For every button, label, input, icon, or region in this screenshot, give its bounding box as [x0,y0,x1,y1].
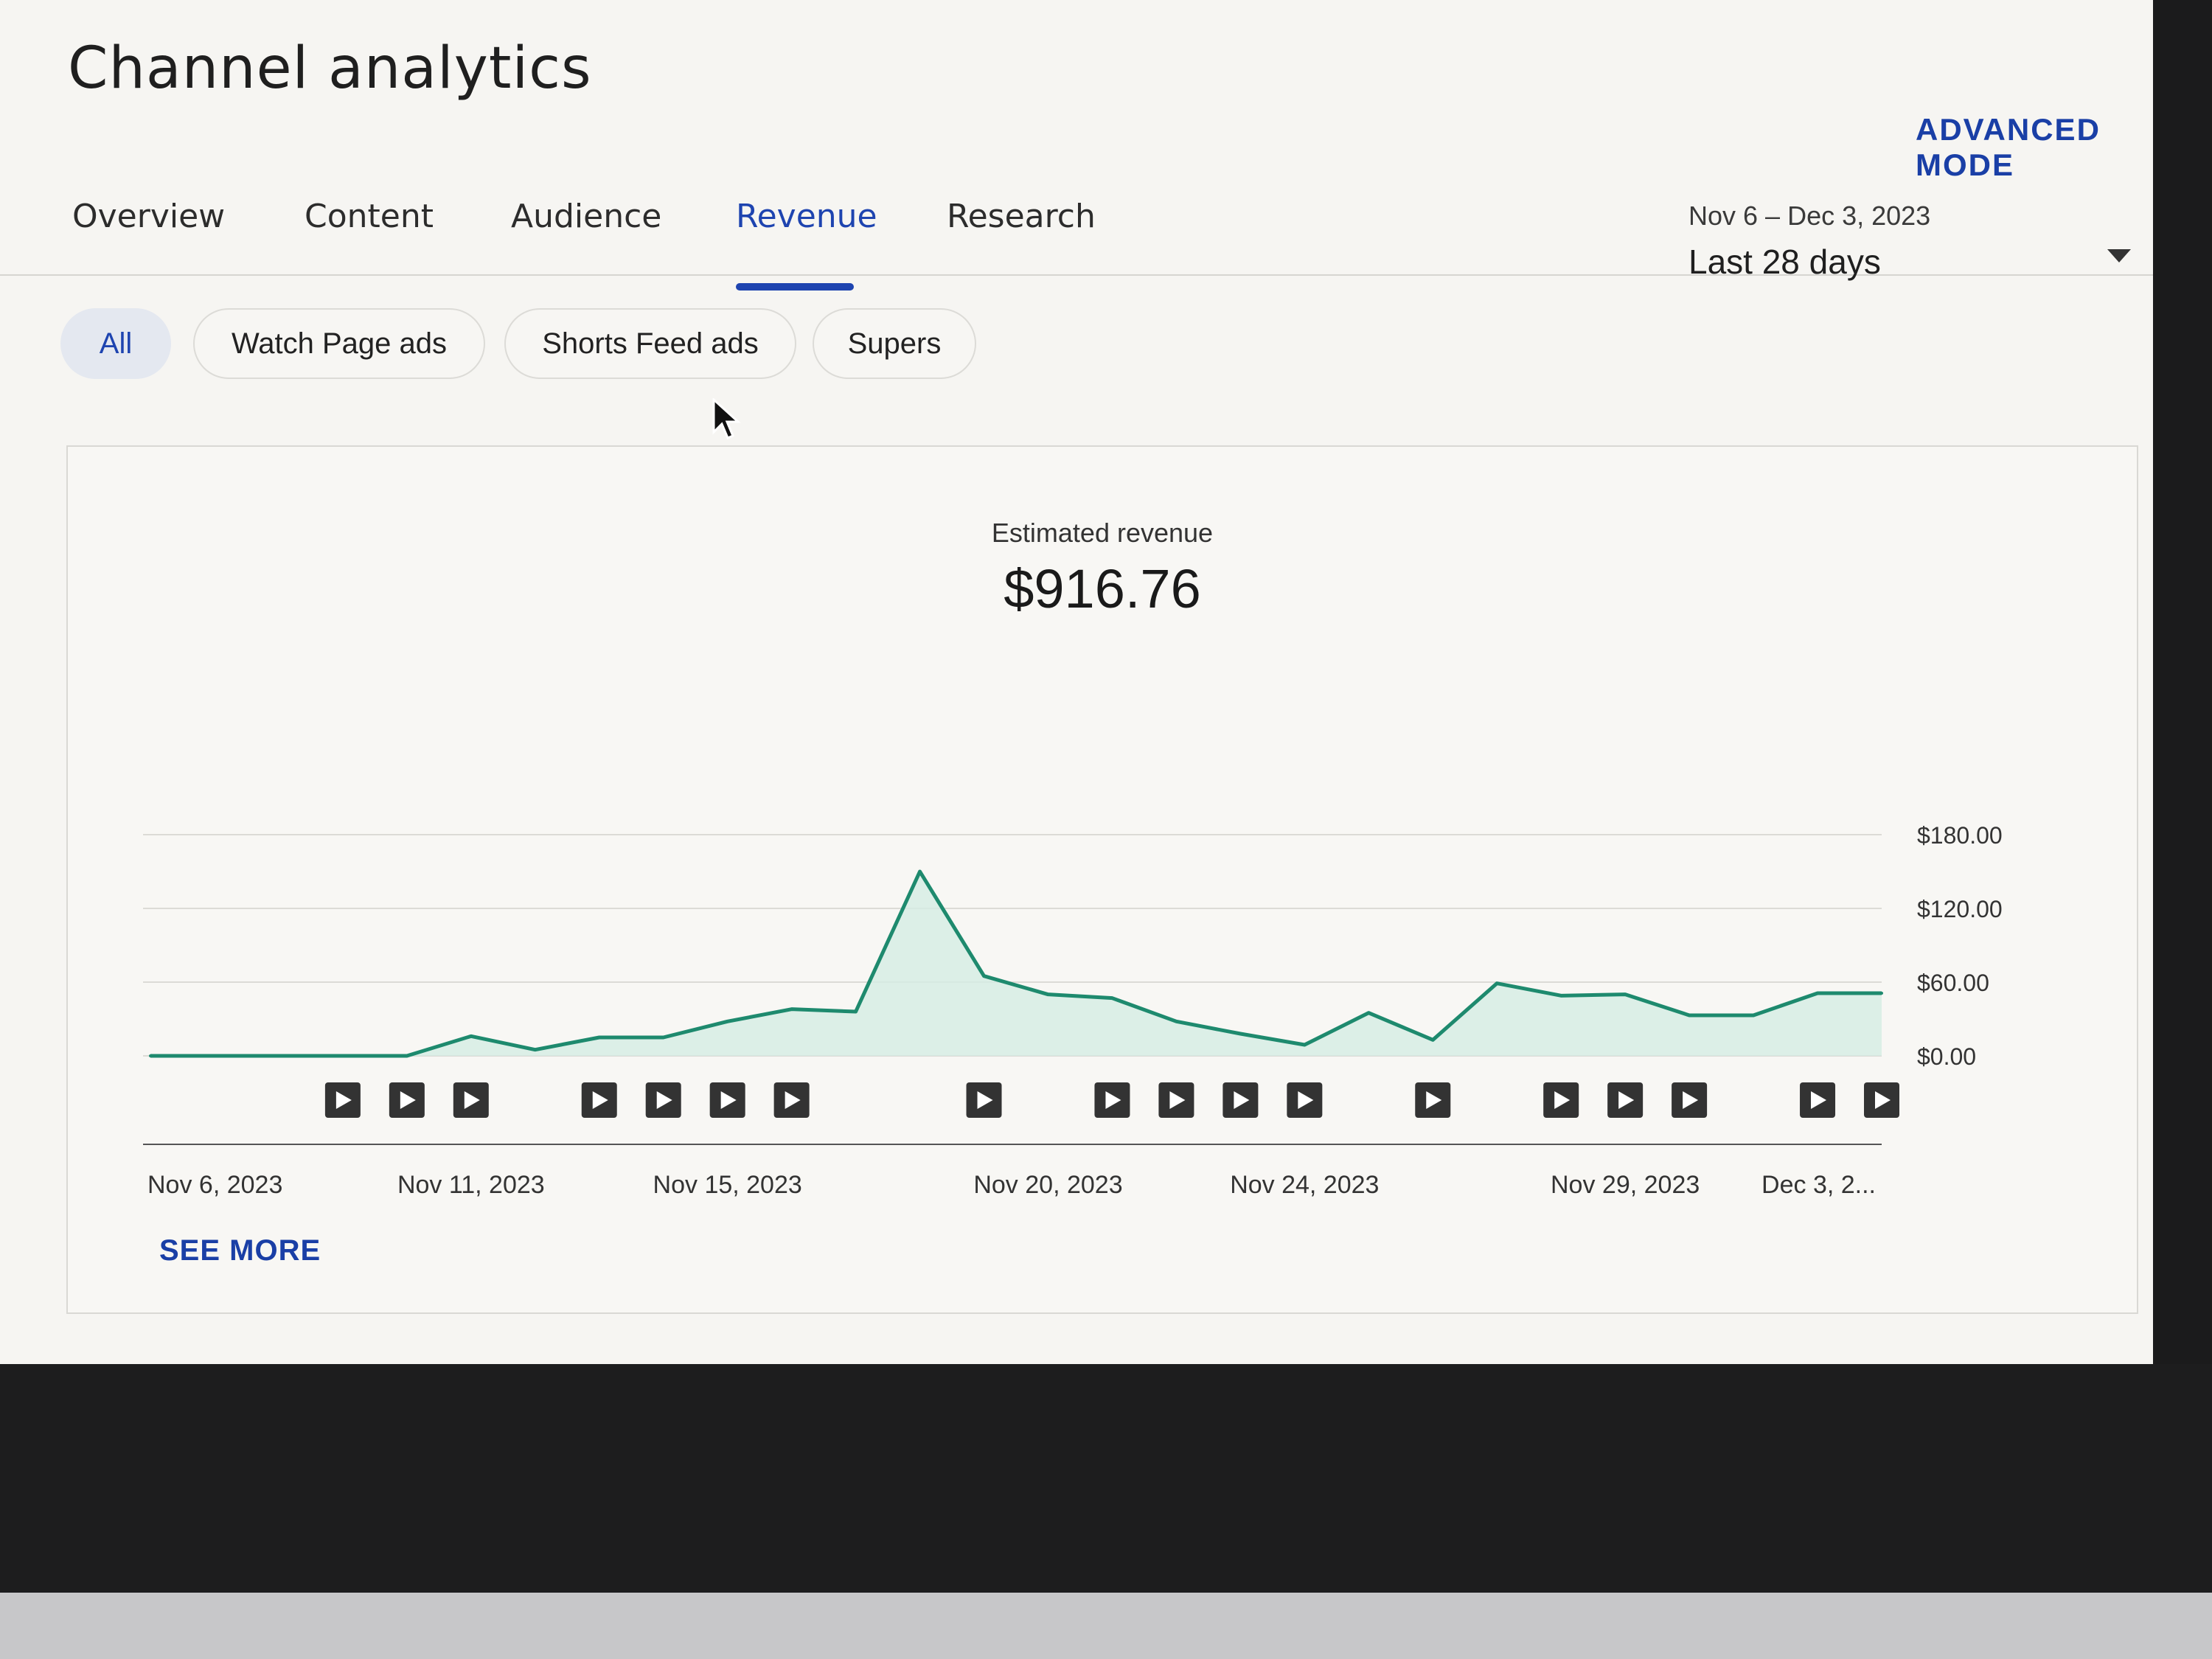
data-point [597,1036,601,1039]
analytics-screen: Channel analytics ADVANCED MODE Overview… [0,0,2153,1364]
chip-watch-page-ads[interactable]: Watch Page ads [193,308,485,379]
play-icon [400,1091,416,1109]
play-icon [1811,1091,1827,1109]
data-point [1367,1011,1371,1015]
x-tick-label: Nov 6, 2023 [147,1171,282,1199]
date-range-preset: Last 28 days [1688,243,1881,281]
play-icon [1618,1091,1635,1109]
x-tick-label: Nov 11, 2023 [397,1171,545,1199]
play-icon [785,1091,801,1109]
play-icon [720,1091,737,1109]
data-point [1175,1020,1178,1023]
tab-bar: Overview Content Audience Revenue Resear… [72,198,1178,293]
play-icon [977,1091,993,1109]
data-point [661,1036,665,1039]
metric-label: Estimated revenue [991,518,1214,548]
play-icon [1683,1091,1699,1109]
data-point [1110,996,1114,1000]
revenue-series-line [150,869,1882,1058]
x-tick-label: Nov 15, 2023 [653,1171,802,1199]
active-tab-indicator [736,283,854,291]
play-icon [1169,1091,1186,1109]
y-tick-label: $180.00 [1917,822,2003,849]
chip-all[interactable]: All [60,308,171,379]
data-point [918,870,922,873]
play-icon [1234,1091,1250,1109]
x-tick-label: Nov 24, 2023 [1230,1171,1379,1199]
metric-value: $916.76 [1004,558,1201,619]
keyboard-edge [0,1593,2212,1659]
tabs-divider [0,274,2153,276]
data-point [1816,992,1820,995]
x-tick-label: Nov 29, 2023 [1551,1171,1700,1199]
data-point [854,1010,858,1013]
tab-research[interactable]: Research [947,198,1096,235]
mouse-cursor-icon [712,398,741,439]
revenue-chart: $0.00 $60.00 $120.00 $180.00 Nov 6, 2023 Nov … [143,822,2003,1199]
play-icon [656,1091,672,1109]
page-title: Channel analytics [68,35,592,102]
y-tick-label: $120.00 [1917,896,2003,922]
data-point [790,1007,793,1011]
tab-content[interactable]: Content [305,198,434,235]
data-point [1624,992,1627,996]
data-point [149,1054,152,1057]
data-point [341,1054,344,1057]
revenue-filter-chips: All Watch Page ads Shorts Feed ads Super… [60,308,1093,397]
advanced-mode-button[interactable]: ADVANCED MODE [1916,112,2101,182]
chip-supers[interactable]: Supers [813,308,976,379]
play-icon [1105,1091,1121,1109]
revenue-area [150,872,1882,1056]
data-point [982,974,986,978]
data-point [405,1054,408,1057]
data-point [212,1054,216,1057]
play-icon [464,1091,480,1109]
x-tick-label: Dec 3, 2... [1761,1171,1876,1199]
data-point [1046,992,1050,996]
chevron-down-icon[interactable] [2107,249,2131,262]
date-range-picker[interactable]: Nov 6 – Dec 3, 2023 Last 28 days [1688,201,2153,282]
tab-revenue[interactable]: Revenue [736,198,877,235]
play-icon [1426,1091,1442,1109]
date-range-text: Nov 6 – Dec 3, 2023 [1688,201,1931,231]
see-more-link[interactable]: SEE MORE [159,1234,321,1267]
data-point [1559,994,1563,998]
data-point [1239,1032,1242,1035]
y-tick-label: $60.00 [1917,970,1989,996]
data-point [469,1034,473,1038]
data-point [1303,1043,1307,1046]
data-point [276,1054,280,1057]
tab-overview[interactable]: Overview [72,198,226,235]
revenue-card: Estimated revenue $916.76 $0.00 $60.00 $12… [66,445,2138,1314]
play-icon [335,1091,352,1109]
data-point [1880,992,1883,995]
play-icon [1875,1091,1891,1109]
data-point [1431,1038,1435,1042]
play-icon [1554,1091,1571,1109]
x-tick-label: Nov 20, 2023 [973,1171,1122,1199]
data-point [1752,1014,1756,1017]
tab-audience[interactable]: Audience [511,198,662,235]
data-point [1495,981,1499,985]
play-icon [1298,1091,1314,1109]
y-tick-label: $0.00 [1917,1043,1976,1070]
data-point [533,1048,537,1051]
data-point [726,1020,729,1023]
data-point [1688,1014,1691,1017]
chip-shorts-feed-ads[interactable]: Shorts Feed ads [504,308,796,379]
play-icon [592,1091,608,1109]
